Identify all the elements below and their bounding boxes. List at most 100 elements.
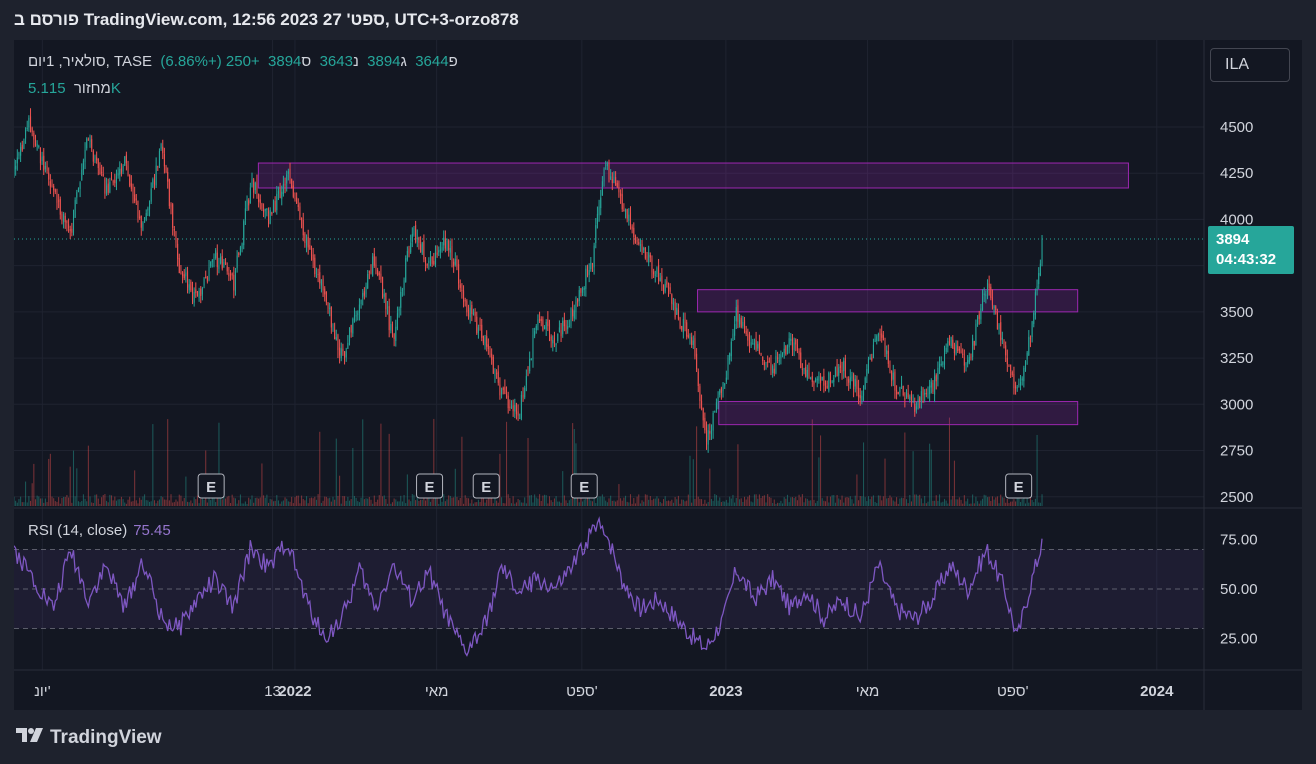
volume-bar bbox=[77, 501, 79, 506]
volume-bar bbox=[144, 494, 146, 506]
volume-bar bbox=[251, 495, 253, 506]
candle-body bbox=[519, 418, 521, 420]
candle-body bbox=[844, 358, 846, 378]
candle-body bbox=[512, 405, 514, 412]
volume-bar bbox=[456, 496, 458, 506]
candle-body bbox=[793, 342, 795, 351]
candle-body bbox=[935, 374, 937, 382]
volume-bar bbox=[332, 496, 334, 506]
candle-body bbox=[727, 358, 729, 376]
candle-body bbox=[332, 328, 334, 330]
candle-body bbox=[261, 203, 263, 209]
volume-bar bbox=[993, 499, 995, 506]
volume-bar bbox=[94, 494, 96, 506]
earnings-marker[interactable]: E bbox=[570, 473, 598, 499]
candle-body bbox=[669, 287, 671, 292]
volume-bar bbox=[426, 494, 428, 506]
volume-bar bbox=[869, 499, 871, 506]
candle-body bbox=[596, 213, 598, 225]
volume-bar bbox=[233, 497, 235, 506]
volume-bar bbox=[272, 501, 275, 506]
candle-body bbox=[615, 177, 617, 186]
volume-bar bbox=[907, 503, 909, 506]
candle-body bbox=[71, 228, 73, 233]
chart-panel[interactable]: 450042504000375035003250300027502500יונ'… bbox=[14, 40, 1302, 710]
volume-label: מחזור bbox=[73, 80, 111, 97]
volume-bar bbox=[200, 498, 202, 506]
volume-bar bbox=[226, 496, 228, 506]
chart-canvas[interactable]: 450042504000375035003250300027502500יונ'… bbox=[14, 40, 1302, 710]
candle-body bbox=[158, 151, 160, 166]
candle-body bbox=[509, 406, 511, 408]
volume-bar bbox=[915, 494, 917, 506]
volume-bar bbox=[391, 502, 394, 506]
candle-body bbox=[20, 147, 22, 156]
volume-bar bbox=[229, 503, 232, 506]
last-price-value: 3894 bbox=[1216, 231, 1250, 248]
candle-body bbox=[477, 327, 479, 333]
volume-bar bbox=[23, 502, 25, 506]
volume-bar bbox=[306, 496, 308, 506]
volume-bar bbox=[180, 495, 182, 506]
volume-bar bbox=[651, 500, 653, 506]
volume-bar bbox=[102, 495, 104, 506]
currency-button[interactable]: ILA bbox=[1210, 48, 1290, 82]
volume-bar bbox=[1031, 500, 1033, 506]
volume-bar bbox=[942, 501, 944, 506]
candle-body bbox=[629, 212, 632, 226]
volume-bar bbox=[1038, 502, 1040, 506]
volume-bar bbox=[856, 474, 858, 506]
candle-body bbox=[61, 214, 63, 221]
volume-bar bbox=[577, 497, 579, 506]
candle-body bbox=[264, 208, 266, 211]
candle-body bbox=[843, 360, 845, 372]
footer-brand[interactable]: TradingView bbox=[16, 727, 162, 749]
volume-bar bbox=[851, 499, 853, 506]
time-tick-label: 2024 bbox=[1140, 683, 1174, 700]
candle-body bbox=[719, 390, 721, 395]
volume-bar bbox=[892, 500, 894, 506]
volume-bar bbox=[431, 499, 433, 506]
earnings-marker[interactable]: E bbox=[1005, 473, 1033, 499]
volume-bar bbox=[843, 502, 845, 506]
earnings-marker[interactable]: E bbox=[416, 473, 444, 499]
candle-body bbox=[145, 213, 147, 220]
volume-bar bbox=[719, 497, 721, 506]
candle-body bbox=[575, 301, 577, 313]
volume-bar bbox=[772, 503, 774, 506]
volume-bar bbox=[872, 495, 874, 506]
candle-body bbox=[201, 288, 203, 295]
candle-body bbox=[620, 193, 622, 197]
earnings-marker-label: E bbox=[425, 479, 435, 496]
earnings-marker[interactable]: E bbox=[472, 473, 500, 499]
candle-body bbox=[539, 318, 541, 322]
volume-bar bbox=[358, 502, 360, 506]
candle-body bbox=[833, 377, 835, 383]
volume-bar bbox=[596, 497, 598, 506]
candle-body bbox=[768, 361, 770, 363]
volume-bar bbox=[686, 500, 688, 506]
volume-bar bbox=[195, 499, 197, 506]
candle-body bbox=[834, 366, 836, 377]
volume-bar bbox=[889, 495, 891, 506]
earnings-marker[interactable]: E bbox=[197, 473, 225, 499]
high-label: ג bbox=[400, 53, 407, 70]
candle-body bbox=[403, 280, 405, 290]
candle-body bbox=[671, 294, 673, 304]
candle-body bbox=[282, 183, 284, 195]
volume-bar bbox=[41, 498, 43, 506]
volume-bar bbox=[248, 497, 250, 506]
candle-body bbox=[358, 304, 360, 313]
volume-bar bbox=[687, 494, 689, 506]
candle-body bbox=[801, 368, 803, 370]
volume-bar bbox=[823, 500, 825, 506]
candle-body bbox=[648, 252, 650, 263]
candle-body bbox=[310, 251, 313, 256]
candle-body bbox=[990, 286, 992, 298]
volume-bar bbox=[172, 502, 174, 506]
candle-body bbox=[1026, 352, 1028, 360]
price-tick-label: 2750 bbox=[1220, 443, 1253, 460]
volume-bar bbox=[148, 501, 151, 506]
candle-body bbox=[253, 179, 255, 193]
